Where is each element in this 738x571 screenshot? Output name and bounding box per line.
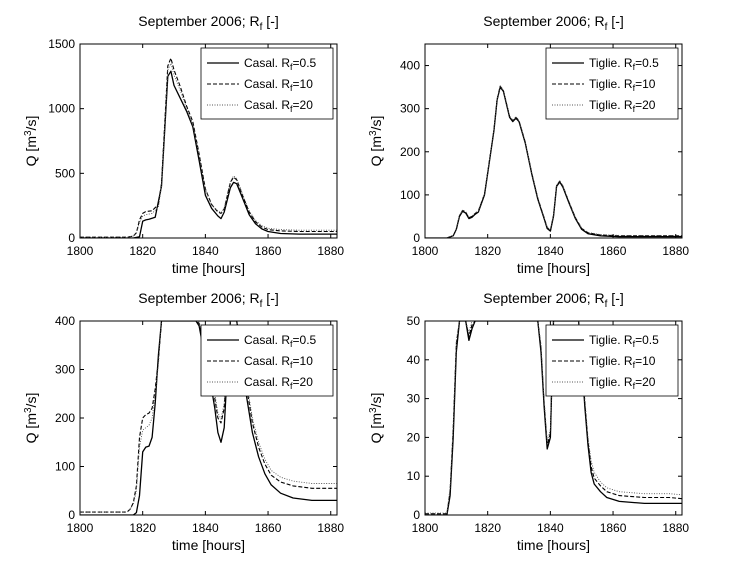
series-line-3 — [80, 321, 337, 513]
series-line-2 — [80, 57, 337, 238]
legend: Tiglie. Rf=0.5 Tiglie. Rf=10 Tiglie. Rf=20 — [545, 324, 679, 397]
chart-title: September 2006; Rf [-] — [138, 290, 279, 310]
y-tick-label: 40 — [407, 353, 421, 367]
legend-label-1: Tiglie. Rf=0.5 — [589, 56, 659, 72]
legend-label-3: Casal. Rf=20 — [244, 98, 313, 114]
x-tick-label: 1840 — [537, 244, 564, 258]
chart-title: September 2006; Rf [-] — [483, 290, 624, 310]
chart-panel-3: 1800 1820 1840 1860 1880 0 100 200 300 400 Septemb… — [23, 290, 344, 553]
y-tick-label: 0 — [413, 231, 420, 245]
x-axis-label: time [hours] — [517, 537, 590, 553]
legend: Casal. Rf=0.5 Casal. Rf=10 Casal. Rf=20 — [200, 324, 334, 397]
x-tick-label: 1820 — [129, 521, 156, 535]
legend-label-1: Casal. Rf=0.5 — [244, 333, 317, 349]
y-tick-label: 400 — [400, 59, 420, 73]
y-tick-label: 100 — [400, 188, 420, 202]
x-tick-label: 1820 — [474, 521, 501, 535]
plot-frame — [424, 320, 683, 516]
chart-panel-2: 1800 1820 1840 1860 1880 0 100 200 300 400 Septemb… — [368, 13, 689, 276]
legend-label-2: Tiglie. Rf=10 — [589, 354, 656, 370]
x-tick-label: 1800 — [67, 521, 94, 535]
chart-title: September 2006; Rf [-] — [138, 13, 279, 33]
legend-label-3: Casal. Rf=20 — [244, 375, 313, 391]
y-tick-label: 0 — [68, 231, 75, 245]
x-tick-label: 1860 — [600, 521, 627, 535]
x-tick-label: 1840 — [192, 244, 219, 258]
chart-panel-1: 1800 1820 1840 1860 1880 0 500 1000 1500 Septembe… — [23, 13, 344, 276]
y-axis-label: Q [m3/s] — [23, 116, 39, 167]
x-tick-label: 1840 — [192, 521, 219, 535]
series-line-3 — [80, 62, 337, 238]
x-tick-label: 1880 — [662, 521, 689, 535]
legend-label-2: Tiglie. Rf=10 — [589, 77, 656, 93]
x-axis-label: time [hours] — [517, 260, 590, 276]
x-tick-label: 1860 — [255, 521, 282, 535]
series-line-2 — [425, 321, 682, 515]
plot-frame — [424, 43, 683, 239]
legend: Casal. Rf=0.5 Casal. Rf=10 Casal. Rf=20 — [200, 47, 334, 120]
x-tick-label: 1800 — [412, 521, 439, 535]
y-axis-label: Q [m3/s] — [23, 393, 39, 444]
x-tick-label: 1880 — [317, 244, 344, 258]
legend-label-3: Tiglie. Rf=20 — [589, 98, 656, 114]
y-axis-label: Q [m3/s] — [368, 116, 384, 167]
series-line-3 — [425, 85, 682, 238]
y-tick-label: 1500 — [48, 37, 75, 51]
y-tick-label: 30 — [407, 392, 421, 406]
x-tick-label: 1840 — [537, 521, 564, 535]
chart-panel-4: 1800 1820 1840 1860 1880 0 10 20 30 40 50 September… — [368, 290, 689, 553]
chart-title: September 2006; Rf [-] — [483, 13, 624, 33]
x-axis-label: time [hours] — [172, 537, 245, 553]
y-tick-label: 20 — [407, 430, 421, 444]
x-axis-label: time [hours] — [172, 260, 245, 276]
x-tick-label: 1820 — [474, 244, 501, 258]
legend-label-3: Tiglie. Rf=20 — [589, 375, 656, 391]
y-tick-label: 1000 — [48, 102, 75, 116]
series-line-1 — [80, 70, 337, 238]
x-tick-label: 1800 — [412, 244, 439, 258]
x-tick-label: 1860 — [255, 244, 282, 258]
legend-label-2: Casal. Rf=10 — [244, 77, 313, 93]
y-tick-label: 100 — [55, 460, 75, 474]
y-axis-label: Q [m3/s] — [368, 393, 384, 444]
y-tick-label: 400 — [55, 314, 75, 328]
y-tick-label: 300 — [400, 102, 420, 116]
legend-label-1: Casal. Rf=0.5 — [244, 56, 317, 72]
x-tick-label: 1800 — [67, 244, 94, 258]
y-tick-label: 10 — [407, 469, 421, 483]
legend-label-2: Casal. Rf=10 — [244, 354, 313, 370]
x-tick-label: 1820 — [129, 244, 156, 258]
plot-frame — [79, 43, 338, 239]
y-tick-label: 0 — [413, 508, 420, 522]
y-tick-label: 50 — [407, 314, 421, 328]
y-tick-label: 200 — [400, 145, 420, 159]
y-tick-label: 200 — [55, 411, 75, 425]
y-tick-label: 500 — [55, 166, 75, 180]
series-line-1 — [80, 321, 337, 515]
x-tick-label: 1880 — [317, 521, 344, 535]
y-tick-label: 300 — [55, 363, 75, 377]
x-tick-label: 1860 — [600, 244, 627, 258]
x-tick-label: 1880 — [662, 244, 689, 258]
y-tick-label: 0 — [68, 508, 75, 522]
legend-label-1: Tiglie. Rf=0.5 — [589, 333, 659, 349]
legend: Tiglie. Rf=0.5 Tiglie. Rf=10 Tiglie. Rf=20 — [545, 47, 679, 120]
series-line-3 — [425, 321, 682, 514]
